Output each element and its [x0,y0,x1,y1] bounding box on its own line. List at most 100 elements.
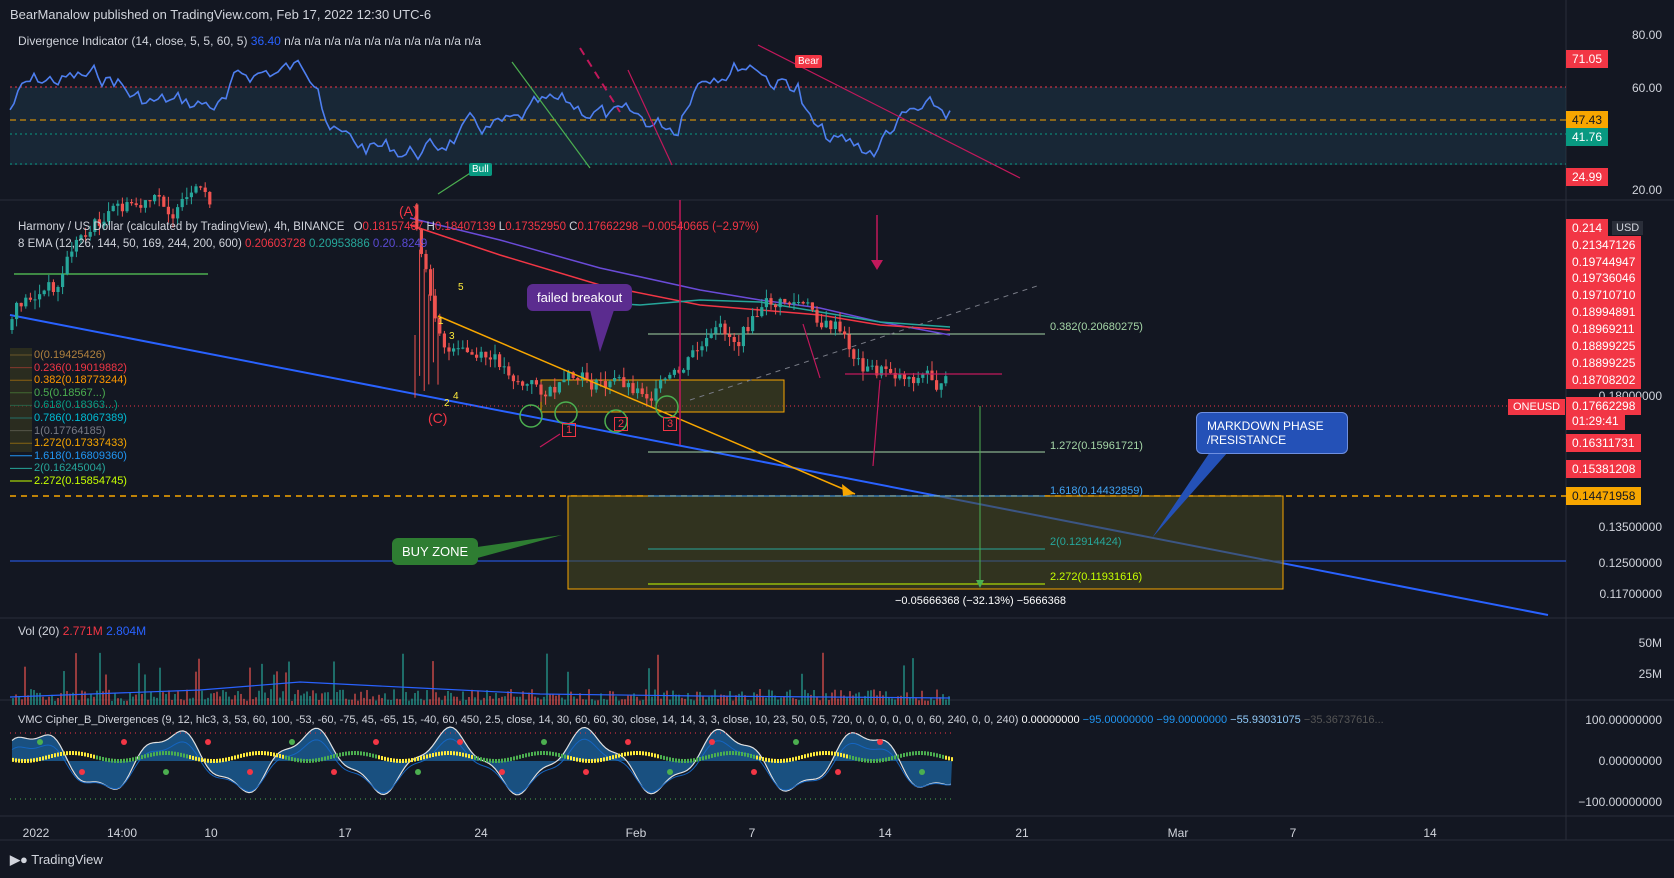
volume-bar [939,697,941,705]
money-flow-bar [33,758,35,763]
candle-body [925,370,929,375]
volume-bar [621,699,623,705]
volume-bar [675,694,677,705]
volume-bar [102,691,104,705]
publisher-header: BearManalow published on TradingView.com… [10,7,432,22]
volume-bar [606,699,608,705]
tradingview-icon: ▶● [10,852,28,867]
volume-bar [897,696,899,705]
bull-label: Bull [469,163,492,176]
money-flow-bar [813,752,815,757]
volume-bar [213,693,215,705]
tradingview-logo[interactable]: ▶● TradingView [10,852,103,868]
markdown-phase-callout[interactable]: MARKDOWN PHASE /RESISTANCE [1196,412,1348,454]
green-circle [554,401,578,425]
volume-bar [87,698,89,705]
volume-value-1: 2.771M [62,624,103,638]
volume-bar [96,690,98,705]
candle-body [599,379,603,382]
money-flow-bar [429,753,431,758]
vol-axis-25m: 25M [1638,667,1662,681]
money-flow-bar [312,758,314,763]
money-flow-bar [930,752,932,757]
vmc-legend[interactable]: VMC Cipher_B_Divergences (9, 12, hlc3, 3… [18,714,1558,726]
ema-value-3: 0.20..8249 [372,238,428,250]
volume-bar [186,689,188,705]
money-flow-bar [594,758,596,763]
money-flow-bar [921,751,923,756]
volume-legend[interactable]: Vol (20) 2.771M 2.804M [18,624,146,638]
volume-bar [237,691,239,705]
money-flow-bar [762,757,764,762]
volume-bar [636,696,638,705]
money-flow-bar [159,751,161,756]
volume-bar [555,695,557,705]
money-flow-bar [756,755,758,760]
volume-bar [24,666,26,705]
ema-legend[interactable]: 8 EMA (12, 26, 144, 50, 169, 244, 200, 6… [18,238,427,250]
volume-bar [117,698,119,705]
money-flow-bar [153,752,155,757]
money-flow-bar [375,754,377,759]
volume-bar [351,699,353,705]
volume-bar [579,693,581,705]
volume-bar [792,697,794,705]
failed-breakout-callout[interactable]: failed breakout [527,284,633,311]
volume-bar [36,692,38,705]
money-flow-bar [186,754,188,759]
vmc-value-4: −35.36737616... [1303,714,1384,726]
green-circle [655,395,679,419]
currency-label[interactable]: USD [1612,221,1644,235]
money-flow-bar [225,757,227,762]
volume-bar [843,695,845,705]
money-flow-bar [384,756,386,761]
money-flow-bar [846,754,848,759]
money-flow-bar [246,752,248,757]
money-flow-bar [366,752,368,757]
money-flow-bar [45,755,47,760]
candle-body [180,198,184,208]
buy-zone-callout[interactable]: BUY ZONE [392,538,479,565]
money-flow-bar [825,751,827,756]
candle-body [502,366,506,368]
candle-body [746,326,750,332]
candle-body [723,323,727,335]
candle-body [539,384,543,395]
money-flow-bar [96,755,98,760]
volume-bar [180,699,182,705]
volume-bar [324,692,326,705]
volume-bar [270,689,272,705]
volume-bar [129,692,131,705]
money-flow-bar [708,754,710,759]
money-flow-bar [759,756,761,761]
candle-body [548,386,552,397]
volume-bar [945,699,947,705]
candle-body [507,366,511,376]
money-flow-bar [330,754,332,759]
candle-body [718,323,722,328]
money-flow-bar [489,758,491,763]
fib-right-label: 1.272(0.15961721) [1050,440,1143,452]
fib-left-label: 1(0.17764185) [34,424,106,437]
money-flow-bar [909,751,911,756]
volume-bar [75,653,77,705]
money-flow-bar [519,754,521,759]
candle-body [672,369,676,375]
divergence-indicator-legend[interactable]: Divergence Indicator (14, close, 5, 5, 6… [18,34,481,48]
money-flow-bar [57,752,59,757]
money-flow-bar [318,757,320,762]
price-tag: 0.19744947 [1566,253,1642,271]
money-flow-bar [555,752,557,757]
volume-bar [48,696,50,705]
money-flow-bar [231,756,233,761]
money-flow-bar [579,758,581,763]
money-flow-bar [747,753,749,758]
money-flow-bar [66,751,68,756]
vol-axis-50m: 50M [1638,636,1662,650]
main-symbol-legend[interactable]: Harmony / US Dollar (calculated by Tradi… [18,221,759,233]
volume-bar [789,689,791,705]
money-flow-bar [753,754,755,759]
volume-bar [513,696,515,705]
volume-bar [693,700,695,705]
